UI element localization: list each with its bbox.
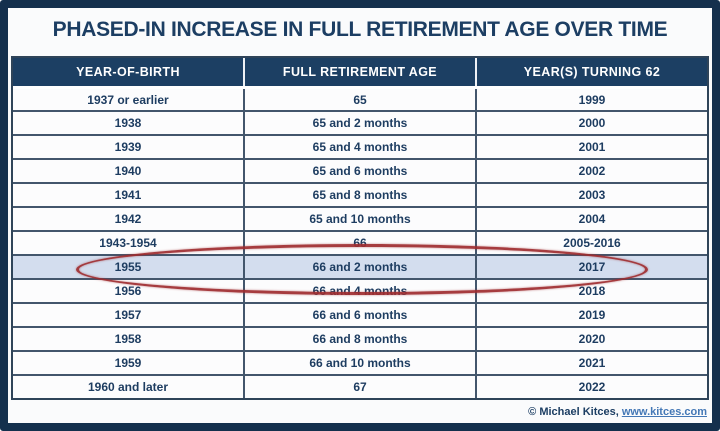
column-header-years-turning-62: YEAR(S) TURNING 62: [475, 58, 707, 87]
table-cell: 1938: [114, 116, 142, 131]
table-cell: 2019: [475, 304, 707, 327]
table-cell: 65 and 10 months: [243, 208, 475, 231]
table-cell: 66: [243, 232, 475, 255]
table-row: 1940 65 and 6 months 2002: [13, 158, 707, 183]
kitces-website-link[interactable]: www.kitces.com: [621, 405, 707, 418]
table-cell: 1937 or earlier: [87, 92, 169, 107]
table-row: 1958 66 and 8 months 2020: [13, 326, 707, 351]
table-cell: 1956: [114, 284, 142, 299]
table-cell: 2004: [475, 208, 707, 231]
table-cell: 1943-1954: [99, 236, 157, 251]
table-row: 1956 66 and 4 months 2018: [13, 278, 707, 303]
table-cell: 66 and 4 months: [243, 280, 475, 303]
column-header-year-of-birth: YEAR-OF-BIRTH: [76, 65, 180, 80]
table-cell: 66 and 2 months: [243, 256, 475, 279]
footer: © Michael Kitces, www.kitces.com: [8, 400, 712, 423]
table-cell: 1959: [114, 356, 142, 371]
table-row: 1938 65 and 2 months 2000: [13, 110, 707, 135]
table-row: 1943-1954 66 2005-2016: [13, 230, 707, 255]
table-cell: 65 and 8 months: [243, 184, 475, 207]
table-cell: 2020: [475, 328, 707, 351]
table-cell: 2017: [475, 256, 707, 279]
table-cell: 66 and 10 months: [243, 352, 475, 375]
table-row: 1942 65 and 10 months 2004: [13, 206, 707, 231]
table-cell: 1958: [114, 332, 142, 347]
table-cell: 2000: [475, 112, 707, 135]
table-row: 1955 66 and 2 months 2017: [13, 254, 707, 279]
page-title: PHASED-IN INCREASE IN FULL RETIREMENT AG…: [52, 18, 668, 41]
table-header-row: YEAR-OF-BIRTH FULL RETIREMENT AGE YEAR(S…: [13, 58, 707, 87]
table-cell: 1940: [114, 164, 142, 179]
table-row: 1941 65 and 8 months 2003: [13, 182, 707, 207]
table-cell: 2001: [475, 136, 707, 159]
table-cell: 66 and 8 months: [243, 328, 475, 351]
table-cell: 65 and 2 months: [243, 112, 475, 135]
table-row: 1959 66 and 10 months 2021: [13, 350, 707, 375]
table-cell: 1942: [114, 212, 142, 227]
table-cell: 2022: [475, 376, 707, 399]
table-row: 1957 66 and 6 months 2019: [13, 302, 707, 327]
table-cell: 1939: [114, 140, 142, 155]
table-cell: 65 and 6 months: [243, 160, 475, 183]
table-cell: 2018: [475, 280, 707, 303]
table-cell: 66 and 6 months: [243, 304, 475, 327]
table-cell: 2021: [475, 352, 707, 375]
table-row: 1937 or earlier 65 1999: [13, 86, 707, 111]
content-area: PHASED-IN INCREASE IN FULL RETIREMENT AG…: [8, 8, 712, 423]
table-cell: 67: [243, 376, 475, 399]
table-cell: 2003: [475, 184, 707, 207]
table-cell: 1941: [114, 188, 142, 203]
retirement-age-table: YEAR-OF-BIRTH FULL RETIREMENT AGE YEAR(S…: [11, 56, 709, 401]
table-cell: 2002: [475, 160, 707, 183]
column-header-full-retirement-age: FULL RETIREMENT AGE: [243, 58, 475, 87]
table-row: 1939 65 and 4 months 2001: [13, 134, 707, 159]
copyright-text: © Michael Kitces,: [528, 405, 619, 418]
table-cell: 1957: [114, 308, 142, 323]
table-cell: 2005-2016: [475, 232, 707, 255]
table-cell: 65 and 4 months: [243, 136, 475, 159]
table-cell: 1999: [475, 89, 707, 111]
table-row: 1960 and later 67 2022: [13, 374, 707, 399]
table-cell: 1960 and later: [87, 380, 169, 395]
table-cell: 65: [243, 89, 475, 111]
table-cell: 1955: [114, 260, 142, 275]
table-body: 1937 or earlier 65 1999 1938 65 and 2 months…: [13, 86, 707, 399]
